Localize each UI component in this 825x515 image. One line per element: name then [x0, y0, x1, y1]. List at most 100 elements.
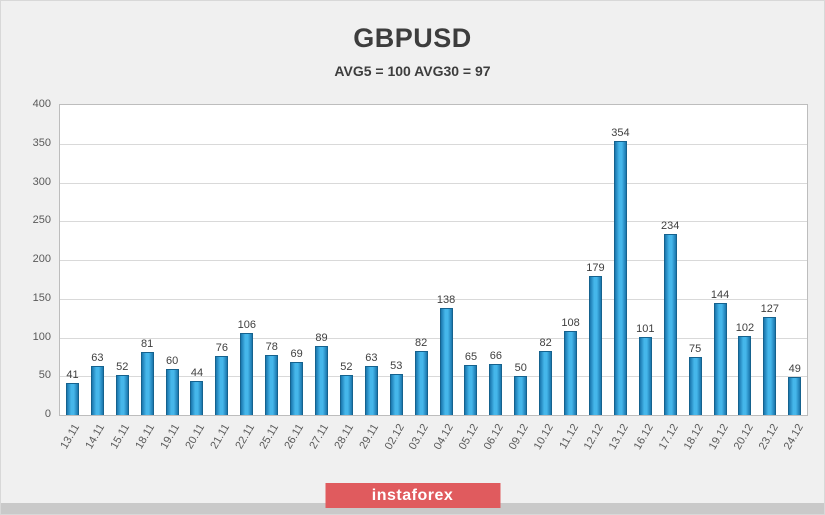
x-axis-label-18.11: 18.11: [133, 422, 157, 452]
bar-column-15.11: 52: [110, 105, 135, 415]
bar-28.11: [339, 374, 353, 415]
bar-29.11: [364, 366, 378, 415]
bar-value-label: 234: [661, 219, 680, 232]
bar-value-label: 144: [710, 289, 730, 302]
x-axis-label-19.12: 19.12: [706, 422, 732, 452]
bar-25.11: [265, 354, 279, 415]
bar-13.12: [613, 140, 627, 415]
x-label-cell: 16.12: [631, 418, 658, 470]
bar-05.12: [464, 364, 478, 415]
bar-column-19.12: 144: [708, 105, 733, 415]
x-label-cell: 10.12: [532, 418, 558, 470]
x-axis-label-18.12: 18.12: [681, 422, 707, 452]
bar-value-label: 63: [365, 352, 378, 365]
bar-value-label: 53: [390, 359, 403, 372]
gridline-150: [60, 298, 807, 300]
x-label-cell: 21.11: [208, 418, 234, 470]
x-axis-label-23.12: 23.12: [756, 422, 781, 452]
bar-12.12: [588, 276, 602, 415]
y-tick-label-350: 350: [32, 136, 51, 149]
x-label-cell: 03.12: [407, 418, 434, 470]
bar-22.11: [240, 332, 254, 415]
bar-value-label: 44: [190, 366, 204, 379]
x-label-cell: 28.11: [333, 418, 359, 470]
x-label-cell: 20.12: [732, 418, 758, 470]
bar-column-26.11: 69: [284, 105, 309, 415]
bar-value-label: 102: [735, 321, 755, 334]
x-label-cell: 11.12: [557, 418, 583, 470]
bar-19.11: [165, 368, 179, 415]
x-label-cell: 13.12: [606, 418, 633, 470]
bar-10.12: [539, 351, 553, 415]
x-axis-label-13.11: 13.11: [58, 422, 82, 452]
bar-column-28.11: 52: [334, 105, 359, 415]
bar-18.11: [140, 352, 154, 415]
x-axis-label-11.12: 11.12: [557, 422, 582, 452]
x-label-cell: 13.11: [58, 418, 84, 470]
bar-value-label: 101: [636, 322, 655, 335]
bar-column-14.11: 63: [85, 105, 110, 415]
bar-value-label: 179: [586, 262, 605, 275]
bar-value-label: 78: [265, 340, 278, 353]
x-label-cell: 14.11: [83, 418, 109, 470]
x-label-cell: 20.11: [183, 418, 209, 470]
gridline-300: [60, 182, 807, 184]
x-axis-labels: 13.11 14.11 15.11 18.11 19.11 20.11 21.11 22.11…: [58, 418, 808, 470]
x-label-cell: 25.11: [257, 418, 284, 470]
bar-column-11.12: 108: [558, 105, 583, 415]
x-label-cell: 24.12: [781, 418, 808, 470]
bar-column-18.12: 75: [683, 105, 708, 415]
bar-16.12: [638, 336, 652, 415]
x-axis-label-17.12: 17.12: [656, 422, 682, 452]
x-axis-label-04.12: 04.12: [432, 422, 457, 452]
x-axis-label-22.11: 22.11: [232, 422, 257, 452]
bar-27.11: [315, 346, 329, 415]
bar-value-label: 89: [315, 332, 328, 345]
bar-column-06.12: 66: [483, 105, 508, 415]
plot-area: 41 63 52 81 60 44 76 106 78 69 89 52 63 53 82 138 65 66 50…: [59, 104, 808, 416]
bar-value-label: 49: [788, 363, 801, 376]
bar-value-label: 76: [215, 342, 229, 355]
x-axis-label-16.12: 16.12: [631, 422, 657, 452]
bar-20.12: [738, 335, 752, 415]
gridline-50: [60, 376, 807, 378]
x-axis-label-25.11: 25.11: [257, 422, 282, 452]
x-label-cell: 23.12: [756, 418, 783, 470]
y-tick-label-200: 200: [32, 253, 51, 265]
bar-column-27.11: 89: [309, 105, 334, 415]
bar-value-label: 82: [539, 337, 552, 350]
bar-03.12: [414, 351, 428, 415]
x-axis-label-13.12: 13.12: [606, 422, 632, 452]
bar-value-label: 69: [290, 347, 303, 360]
bar-column-19.11: 60: [160, 105, 185, 415]
x-label-cell: 05.12: [457, 418, 483, 470]
x-axis-label-03.12: 03.12: [407, 422, 432, 452]
bars-container: 41 63 52 81 60 44 76 106 78 69 89 52 63 53 82 138 65 66 50…: [60, 105, 807, 415]
bar-23.12: [763, 316, 777, 415]
bar-column-03.12: 82: [409, 105, 434, 415]
x-axis-label-09.12: 09.12: [507, 422, 532, 452]
x-label-cell: 06.12: [482, 418, 508, 470]
bar-column-24.12: 49: [782, 105, 807, 415]
y-tick-label-150: 150: [32, 291, 51, 304]
bar-13.11: [65, 383, 79, 415]
bar-value-label: 41: [66, 369, 79, 382]
x-label-cell: 02.12: [382, 418, 409, 470]
y-tick-label-0: 0: [44, 408, 51, 420]
bar-value-label: 52: [340, 360, 353, 373]
bar-column-13.12: 354: [608, 105, 633, 415]
x-axis-label-24.12: 24.12: [781, 422, 806, 452]
bar-column-05.12: 65: [459, 105, 484, 415]
x-axis-label-27.11: 27.11: [307, 422, 332, 452]
bar-value-label: 81: [141, 338, 154, 351]
bar-column-02.12: 53: [384, 105, 409, 415]
x-label-cell: 26.11: [283, 418, 309, 470]
bar-column-25.11: 78: [259, 105, 284, 415]
bar-column-21.11: 76: [209, 105, 234, 415]
x-axis-label-06.12: 06.12: [482, 422, 507, 452]
bar-column-16.12: 101: [633, 105, 658, 415]
y-tick-label-250: 250: [32, 214, 51, 227]
x-axis-label-29.11: 29.11: [357, 422, 382, 452]
bar-value-label: 66: [489, 349, 502, 362]
